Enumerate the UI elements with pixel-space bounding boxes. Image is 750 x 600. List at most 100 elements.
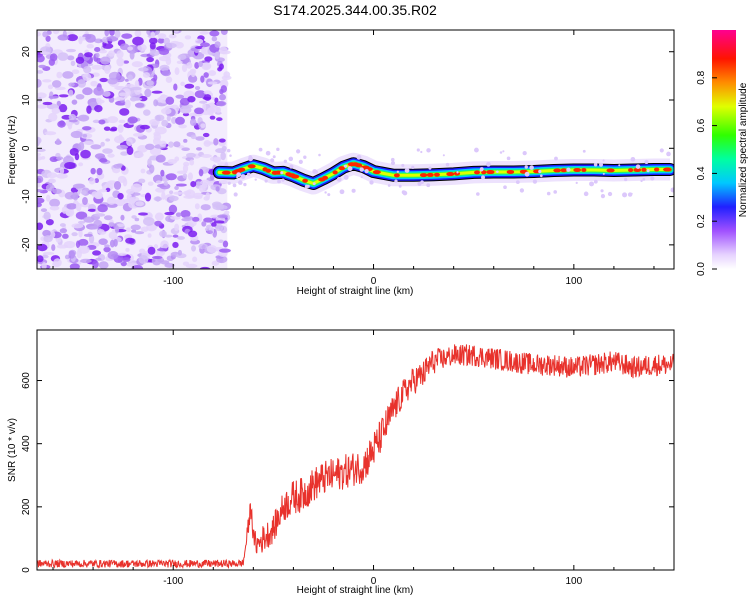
noise-blob bbox=[94, 105, 103, 113]
noise-blob bbox=[196, 147, 203, 151]
noise-blob bbox=[78, 36, 83, 45]
noise-blob bbox=[80, 258, 92, 264]
x-tick-label: 100 bbox=[565, 576, 582, 587]
noise-blob bbox=[55, 138, 61, 145]
noise-blob bbox=[46, 172, 58, 179]
snr-x-axis: -100 0 100 bbox=[52, 330, 655, 587]
noise-blob bbox=[69, 263, 80, 269]
noise-blob bbox=[78, 162, 84, 167]
noise-blob bbox=[144, 192, 152, 202]
noise-blob bbox=[179, 106, 192, 114]
noise-blob bbox=[198, 168, 204, 177]
ridge-speckle bbox=[666, 151, 671, 157]
noise-blob bbox=[167, 159, 177, 165]
noise-blob bbox=[163, 37, 170, 46]
noise-blob bbox=[93, 219, 103, 228]
noise-blob bbox=[48, 112, 58, 122]
noise-blob bbox=[107, 153, 115, 158]
ridge-speckle bbox=[644, 159, 649, 165]
y-tick-label: -10 bbox=[21, 189, 32, 204]
noise-blob bbox=[76, 249, 82, 259]
noise-blob bbox=[80, 190, 87, 195]
noise-blob bbox=[202, 62, 210, 70]
ridge-speckle bbox=[566, 167, 571, 172]
noise-blob bbox=[131, 265, 144, 269]
ridge-speckle bbox=[476, 192, 480, 196]
noise-blob bbox=[98, 49, 108, 54]
noise-blob bbox=[47, 178, 57, 184]
ridge-speckle bbox=[236, 172, 242, 178]
ridge-peak bbox=[433, 172, 440, 177]
noise-blob bbox=[98, 119, 106, 125]
noise-blob bbox=[215, 186, 220, 192]
noise-blob bbox=[181, 147, 190, 152]
noise-blob bbox=[200, 179, 211, 186]
noise-blob bbox=[135, 151, 144, 158]
noise-blob bbox=[71, 223, 84, 229]
noise-blob bbox=[37, 255, 44, 263]
noise-blob bbox=[190, 134, 197, 140]
noise-blob bbox=[95, 97, 102, 102]
noise-blob bbox=[175, 94, 185, 99]
noise-blob bbox=[157, 33, 167, 39]
noise-blob bbox=[57, 34, 69, 41]
ridge-speckle bbox=[589, 181, 595, 187]
noise-blob bbox=[37, 31, 41, 37]
noise-blob bbox=[189, 159, 195, 166]
noise-blob bbox=[37, 148, 46, 152]
noise-blob bbox=[75, 202, 82, 212]
chart-title: S174.2025.344.00.35.R02 bbox=[273, 2, 437, 18]
noise-blob bbox=[108, 50, 115, 57]
noise-blob bbox=[77, 79, 87, 88]
noise-blob bbox=[186, 152, 196, 158]
noise-blob bbox=[190, 47, 197, 52]
noise-blob bbox=[67, 122, 73, 130]
noise-blob bbox=[140, 168, 146, 174]
noise-blob bbox=[100, 141, 105, 147]
noise-blob bbox=[58, 94, 69, 98]
noise-blob bbox=[214, 41, 221, 48]
noise-blob bbox=[173, 141, 181, 148]
noise-blob bbox=[92, 250, 101, 256]
colorbar-tick-label: 0.6 bbox=[696, 118, 707, 132]
noise-blob bbox=[130, 224, 141, 231]
ridge-speckle bbox=[624, 177, 628, 182]
noise-blob bbox=[71, 99, 78, 105]
ridge-peak bbox=[481, 170, 487, 175]
noise-blob bbox=[184, 35, 192, 40]
noise-blob bbox=[51, 107, 61, 114]
noise-blob bbox=[181, 63, 188, 73]
ridge-speckle bbox=[240, 174, 246, 179]
noise-blob bbox=[200, 123, 206, 129]
ridge-speckle bbox=[646, 169, 650, 173]
ridge-peak bbox=[606, 168, 615, 173]
noise-blob bbox=[176, 170, 188, 175]
noise-blob bbox=[64, 254, 70, 260]
noise-blob bbox=[90, 144, 102, 150]
noise-blob bbox=[49, 53, 58, 62]
snr-y-axis: 0 200 400 600 bbox=[21, 372, 674, 573]
noise-blob bbox=[142, 72, 151, 78]
noise-blob bbox=[204, 56, 213, 62]
noise-blob bbox=[37, 156, 43, 161]
noise-blob bbox=[97, 229, 105, 235]
noise-blob bbox=[92, 260, 99, 269]
noise-blob bbox=[144, 88, 152, 98]
noise-blob bbox=[142, 216, 155, 226]
ridge-speckle bbox=[304, 184, 309, 189]
noise-blob bbox=[56, 71, 63, 79]
noise-blob bbox=[123, 198, 130, 203]
noise-blob bbox=[45, 218, 54, 226]
noise-blob bbox=[125, 237, 135, 244]
noise-blob bbox=[69, 147, 79, 156]
ridge-speckle bbox=[554, 156, 558, 161]
y-tick-label: -20 bbox=[21, 237, 32, 252]
noise-blob bbox=[160, 240, 169, 250]
noise-blob bbox=[68, 82, 75, 87]
ridge-speckle bbox=[553, 190, 557, 194]
noise-blob bbox=[174, 156, 180, 162]
noise-blob bbox=[75, 56, 85, 64]
noise-blob bbox=[72, 183, 85, 189]
noise-blob bbox=[214, 51, 220, 60]
noise-blob bbox=[154, 114, 165, 122]
